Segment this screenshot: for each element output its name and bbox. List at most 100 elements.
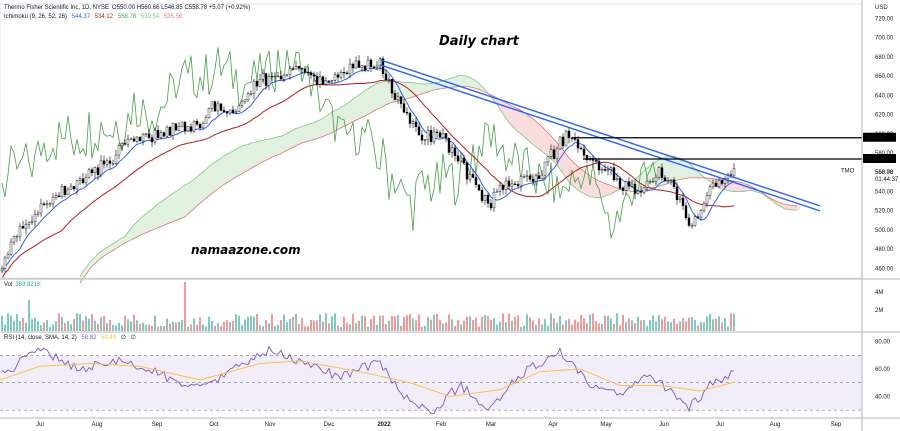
volume-bar <box>304 326 306 331</box>
ichimoku-cloud-segment <box>530 116 533 145</box>
volume-bar <box>724 317 726 331</box>
candle-body <box>180 121 184 127</box>
candle-body <box>549 149 553 157</box>
candle-body <box>198 124 202 129</box>
price-tick-label: 500.00 <box>875 228 894 234</box>
volume-bar <box>286 322 288 331</box>
volume-bar <box>226 320 228 331</box>
candle-body <box>369 59 373 67</box>
candle-body <box>246 93 250 101</box>
ichimoku-cloud-segment <box>464 75 467 87</box>
volume-bar <box>520 326 522 331</box>
ichimoku-cloud-segment <box>527 114 530 142</box>
volume-bar <box>502 313 504 331</box>
volume-bar <box>196 324 198 331</box>
volume-bar <box>577 321 579 331</box>
candle-body <box>444 133 448 139</box>
candle-body <box>729 174 733 176</box>
volume-pane[interactable] <box>1 282 735 331</box>
volume-bar <box>247 316 249 331</box>
candle-body <box>513 183 517 185</box>
ichimoku-cloud-segment <box>563 150 566 178</box>
ichimoku-cloud-segment <box>194 176 197 209</box>
candle-body <box>81 178 85 183</box>
ichimoku-cloud-segment <box>188 181 191 214</box>
ichimoku-cloud-segment <box>320 118 323 138</box>
volume-bar <box>91 313 93 331</box>
candle-body <box>174 123 178 131</box>
volume-bar <box>493 318 495 331</box>
rsi-band <box>0 355 862 411</box>
ichimoku-cloud-segment <box>560 146 563 174</box>
ichimoku-cloud-segment <box>101 249 104 259</box>
countdown-label: 01:44:37 <box>875 177 899 183</box>
candle-body <box>177 126 181 131</box>
candle-body <box>132 138 136 142</box>
candle-body <box>621 187 625 191</box>
volume-bar <box>331 316 333 331</box>
ichimoku-cloud-segment <box>287 131 290 151</box>
volume-bar <box>406 315 408 331</box>
volume-bar <box>619 325 621 331</box>
ichimoku-cloud-segment <box>224 154 227 185</box>
candle-body <box>633 183 637 194</box>
ichimoku-cloud-segment <box>473 79 476 89</box>
candle-body <box>600 168 604 171</box>
volume-bar <box>250 316 252 331</box>
candle-body <box>657 167 661 178</box>
candle-body <box>276 75 280 78</box>
ichimoku-cloud-segment <box>524 112 527 140</box>
ichimoku-cloud-segment <box>470 77 473 88</box>
ichimoku-cloud-segment <box>257 140 260 165</box>
ichimoku-cloud-segment <box>140 216 143 236</box>
volume-bar <box>241 325 243 331</box>
ichimoku-cloud-segment <box>509 104 512 126</box>
rsi-pane[interactable] <box>0 345 862 415</box>
candle-body <box>408 112 412 124</box>
candle-body <box>267 76 271 86</box>
volume-bar <box>562 324 564 331</box>
candle-body <box>39 203 43 214</box>
volume-bar <box>136 320 138 331</box>
candle-body <box>216 103 220 112</box>
candle-body <box>618 178 622 189</box>
ichimoku-cloud-segment <box>416 83 419 96</box>
volume-bar <box>469 316 471 331</box>
volume-bar <box>334 313 336 331</box>
volume-bar <box>61 316 63 331</box>
volume-bar <box>259 324 261 331</box>
ichimoku-chikou-line <box>1 47 657 239</box>
time-tick-label: Jun <box>659 422 669 428</box>
volume-bar <box>316 320 318 331</box>
candle-body <box>546 156 550 163</box>
ichimoku-cloud-segment <box>590 175 593 197</box>
volume-bar <box>703 322 705 331</box>
ichimoku-cloud-segment <box>575 164 578 191</box>
price-pane[interactable] <box>0 47 862 284</box>
ichimoku-cloud-segment <box>533 118 536 147</box>
candle-body <box>561 136 565 147</box>
volume-bar <box>580 314 582 331</box>
candle-body <box>465 162 469 180</box>
candle-body <box>417 126 421 136</box>
candle-body <box>129 138 133 140</box>
candle-body <box>96 167 100 176</box>
volume-bar <box>151 325 153 331</box>
candle-body <box>528 175 532 180</box>
candle-body <box>402 103 406 113</box>
ichimoku-cloud-segment <box>80 271 83 284</box>
ichimoku-cloud-segment <box>272 137 275 158</box>
ichimoku-cloud-segment <box>593 177 596 198</box>
candle-body <box>120 143 124 146</box>
volume-bar <box>289 318 291 331</box>
ichimoku-cloud-segment <box>689 163 692 178</box>
ichimoku-cloud-segment <box>566 154 569 182</box>
volume-bar <box>508 313 510 331</box>
ichimoku-cloud-segment <box>266 139 269 161</box>
volume-bar <box>100 317 102 331</box>
candle-body <box>99 160 103 176</box>
ichimoku-cloud-segment <box>131 224 134 240</box>
candle-body <box>456 155 460 162</box>
ichimoku-cloud-segment <box>161 199 164 227</box>
